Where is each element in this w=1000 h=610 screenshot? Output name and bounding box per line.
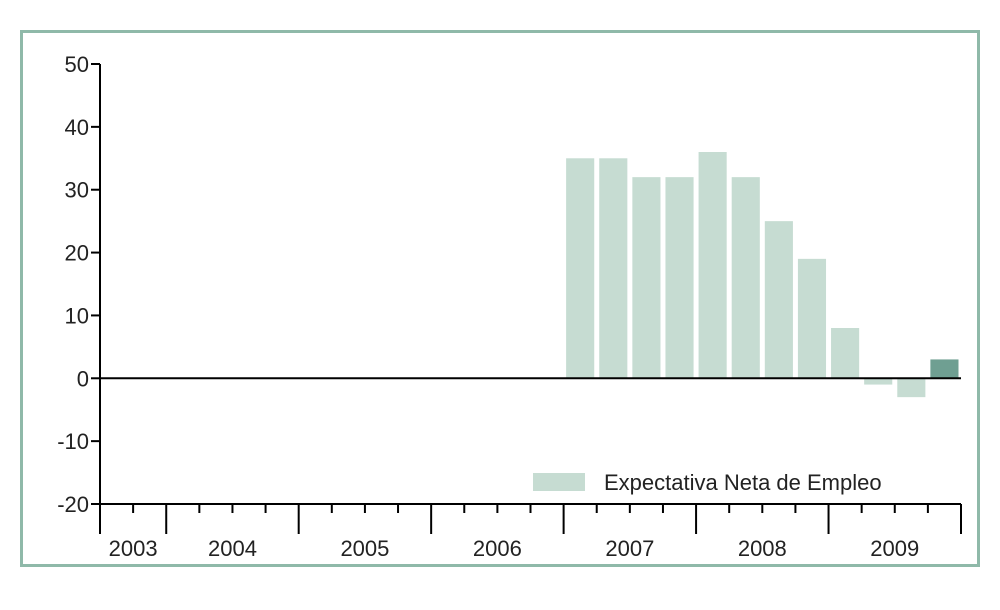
bars [566,152,959,398]
legend: Expectativa Neta de Empleo [533,470,882,495]
y-tick-label: 40 [65,115,89,140]
legend-label: Expectativa Neta de Empleo [604,470,882,495]
bar [731,177,760,379]
bar [566,158,595,379]
x-tick-label: 2004 [208,536,257,561]
bar [897,378,926,398]
x-tick-label: 2008 [738,536,787,561]
x-tick-label: 2009 [870,536,919,561]
bar [665,177,694,379]
y-axis: 50 40 30 20 10 0 -10 -20 [57,52,101,517]
y-tick-label: -10 [57,429,89,454]
x-axis: 2003 2004 2005 2006 2007 2008 2009 [99,503,962,561]
y-tick-label: 20 [65,241,89,266]
bar [930,359,959,379]
legend-swatch [533,473,585,491]
x-tick-label: 2006 [473,536,522,561]
bar [599,158,628,379]
bar [831,328,860,379]
x-tick-label: 2005 [340,536,389,561]
bar [797,258,827,379]
bar [632,177,661,379]
y-tick-label: 30 [65,178,89,203]
y-tick-label: 50 [65,52,89,77]
x-tick-label: 2003 [109,536,158,561]
y-tick-label: 0 [77,366,89,391]
bar [864,378,893,385]
bar [698,152,727,379]
y-tick-label: 10 [65,303,89,328]
x-tick-label: 2007 [605,536,654,561]
y-tick-label: -20 [57,492,89,517]
bar [764,221,793,379]
chart-frame: 50 40 30 20 10 0 -10 -20 2003 2004 2005 2006 2007 20… [20,30,980,567]
